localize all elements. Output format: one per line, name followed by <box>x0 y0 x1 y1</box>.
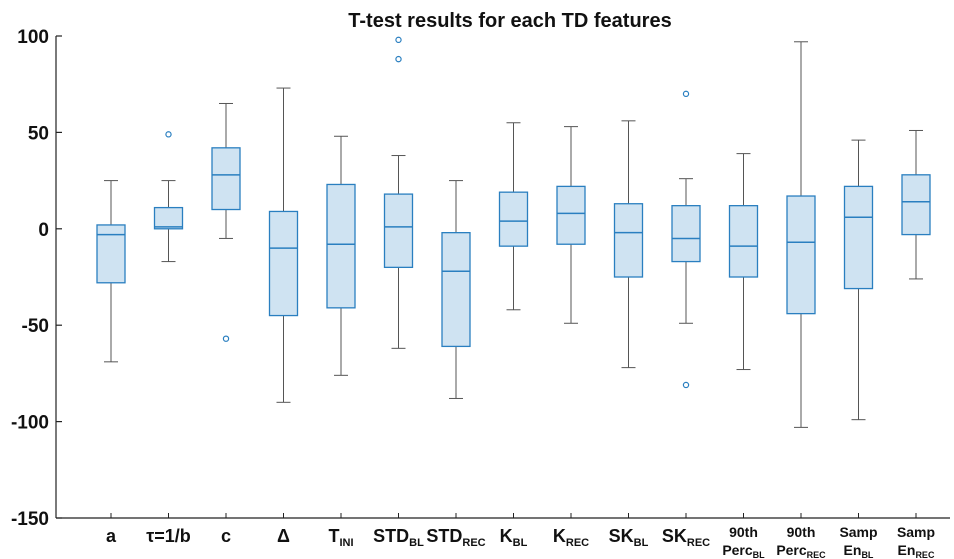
x-tick-label-main: SK <box>609 526 634 546</box>
x-tick-label-main: τ=1/b <box>146 526 191 546</box>
x-tick-label-line2-main: Perc <box>776 542 807 558</box>
iqr-box <box>498 191 529 247</box>
x-tick-label-main: STD <box>426 526 462 546</box>
iqr-box <box>671 205 701 263</box>
boxplot-14 <box>901 129 931 280</box>
boxplot-9 <box>613 120 644 369</box>
outlier-point <box>222 335 230 342</box>
boxplot-12 <box>786 41 816 428</box>
x-tick-label-line2-main: Perc <box>722 542 753 558</box>
x-tick-label-main: a <box>106 526 117 546</box>
boxplot-5 <box>383 36 414 349</box>
iqr-box <box>441 232 471 348</box>
x-tick-label-main: 90th <box>787 524 816 540</box>
x-tick-label: c <box>221 526 231 546</box>
x-tick-label-subscript: INI <box>339 537 353 549</box>
x-tick-label: Samp <box>839 524 877 540</box>
x-tick-label-main: Samp <box>839 524 877 540</box>
x-tick-label-main: STD <box>373 526 409 546</box>
outlier-point <box>682 90 690 98</box>
x-axis-ticks: a τ=1/b c Δ TINI STDBL STDREC KBL KREC SKBL SKREC9… <box>106 513 935 559</box>
x-tick-label-main: T <box>328 526 339 546</box>
y-tick-label: 0 <box>38 220 49 241</box>
boxplot-0 <box>96 180 126 363</box>
iqr-box <box>268 210 299 317</box>
x-tick-label-subscript: REC <box>462 537 485 549</box>
x-tick-label-line2: EnREC <box>898 542 935 559</box>
x-tick-label-main: 90th <box>729 524 758 540</box>
boxplot-3 <box>268 87 299 403</box>
x-tick-label-main: Samp <box>897 524 935 540</box>
x-tick-label: SKREC <box>662 526 710 549</box>
boxplot-10 <box>671 90 701 389</box>
x-tick-label-line2-main: En <box>844 542 862 558</box>
x-tick-label-line2: PercREC <box>776 542 826 559</box>
boxplot-11 <box>728 153 759 371</box>
y-tick-label: 100 <box>17 27 49 48</box>
iqr-box <box>786 195 816 315</box>
x-tick-label-line2: EnBL <box>844 542 874 559</box>
iqr-box <box>728 205 759 278</box>
x-tick-label-subscript: BL <box>634 537 649 549</box>
boxplot-6 <box>441 180 471 399</box>
boxplot-8 <box>556 126 586 324</box>
iqr-box <box>211 147 241 211</box>
y-tick-label: -50 <box>22 316 49 337</box>
outlier-point <box>395 55 402 63</box>
x-tick-label-line2-subscript: REC <box>807 550 827 559</box>
boxplot-2 <box>211 102 241 342</box>
x-tick-label: TINI <box>328 526 353 549</box>
y-tick-label: 50 <box>28 123 49 144</box>
x-tick-label-line2-main: En <box>898 542 916 558</box>
boxplot-4 <box>326 135 356 376</box>
x-tick-label-line2-subscript: BL <box>861 550 873 559</box>
x-tick-label: τ=1/b <box>146 526 191 546</box>
x-tick-label: STDREC <box>426 526 485 549</box>
y-axis-ticks: 100 50 0 -50 -100 -150 <box>11 27 62 530</box>
x-tick-label: 90th <box>787 524 816 540</box>
x-tick-label-subscript: BL <box>513 537 528 549</box>
iqr-box <box>383 193 414 269</box>
y-tick-label: -150 <box>11 509 49 530</box>
x-tick-label: STDBL <box>373 526 424 549</box>
iqr-box <box>901 174 931 236</box>
x-tick-label-line2-subscript: BL <box>753 550 765 559</box>
x-tick-label-subscript: REC <box>566 537 589 549</box>
x-tick-label: SKBL <box>609 526 649 549</box>
x-tick-label: Samp <box>897 524 935 540</box>
x-tick-label-main: SK <box>662 526 687 546</box>
x-tick-label-subscript: REC <box>687 537 710 549</box>
outlier-point <box>165 131 172 138</box>
x-tick-label: Δ <box>277 526 290 546</box>
chart-title: T-test results for each TD features <box>348 10 671 32</box>
x-tick-label-main: Δ <box>277 526 290 546</box>
x-tick-label: a <box>106 526 117 546</box>
x-tick-label-subscript: BL <box>409 537 424 549</box>
iqr-box <box>326 183 356 309</box>
outlier-point <box>395 36 402 44</box>
x-tick-label: KBL <box>500 526 528 549</box>
x-tick-label: 90th <box>729 524 758 540</box>
boxplot-13 <box>843 139 874 421</box>
x-tick-label-line2: PercBL <box>722 542 765 559</box>
x-tick-label-main: c <box>221 526 231 546</box>
boxplot-1 <box>153 131 184 263</box>
boxplot-7 <box>498 122 529 311</box>
boxplots <box>96 36 931 428</box>
x-tick-label: KREC <box>553 526 589 549</box>
iqr-box <box>153 206 184 230</box>
outlier-point <box>682 381 690 389</box>
y-tick-label: -100 <box>11 413 49 434</box>
iqr-box <box>843 185 874 290</box>
iqr-box <box>613 203 644 278</box>
x-tick-label-line2-subscript: REC <box>915 550 935 559</box>
iqr-box <box>556 185 586 245</box>
x-tick-label-main: K <box>500 526 513 546</box>
x-tick-label-main: K <box>553 526 566 546</box>
iqr-box <box>96 224 126 284</box>
